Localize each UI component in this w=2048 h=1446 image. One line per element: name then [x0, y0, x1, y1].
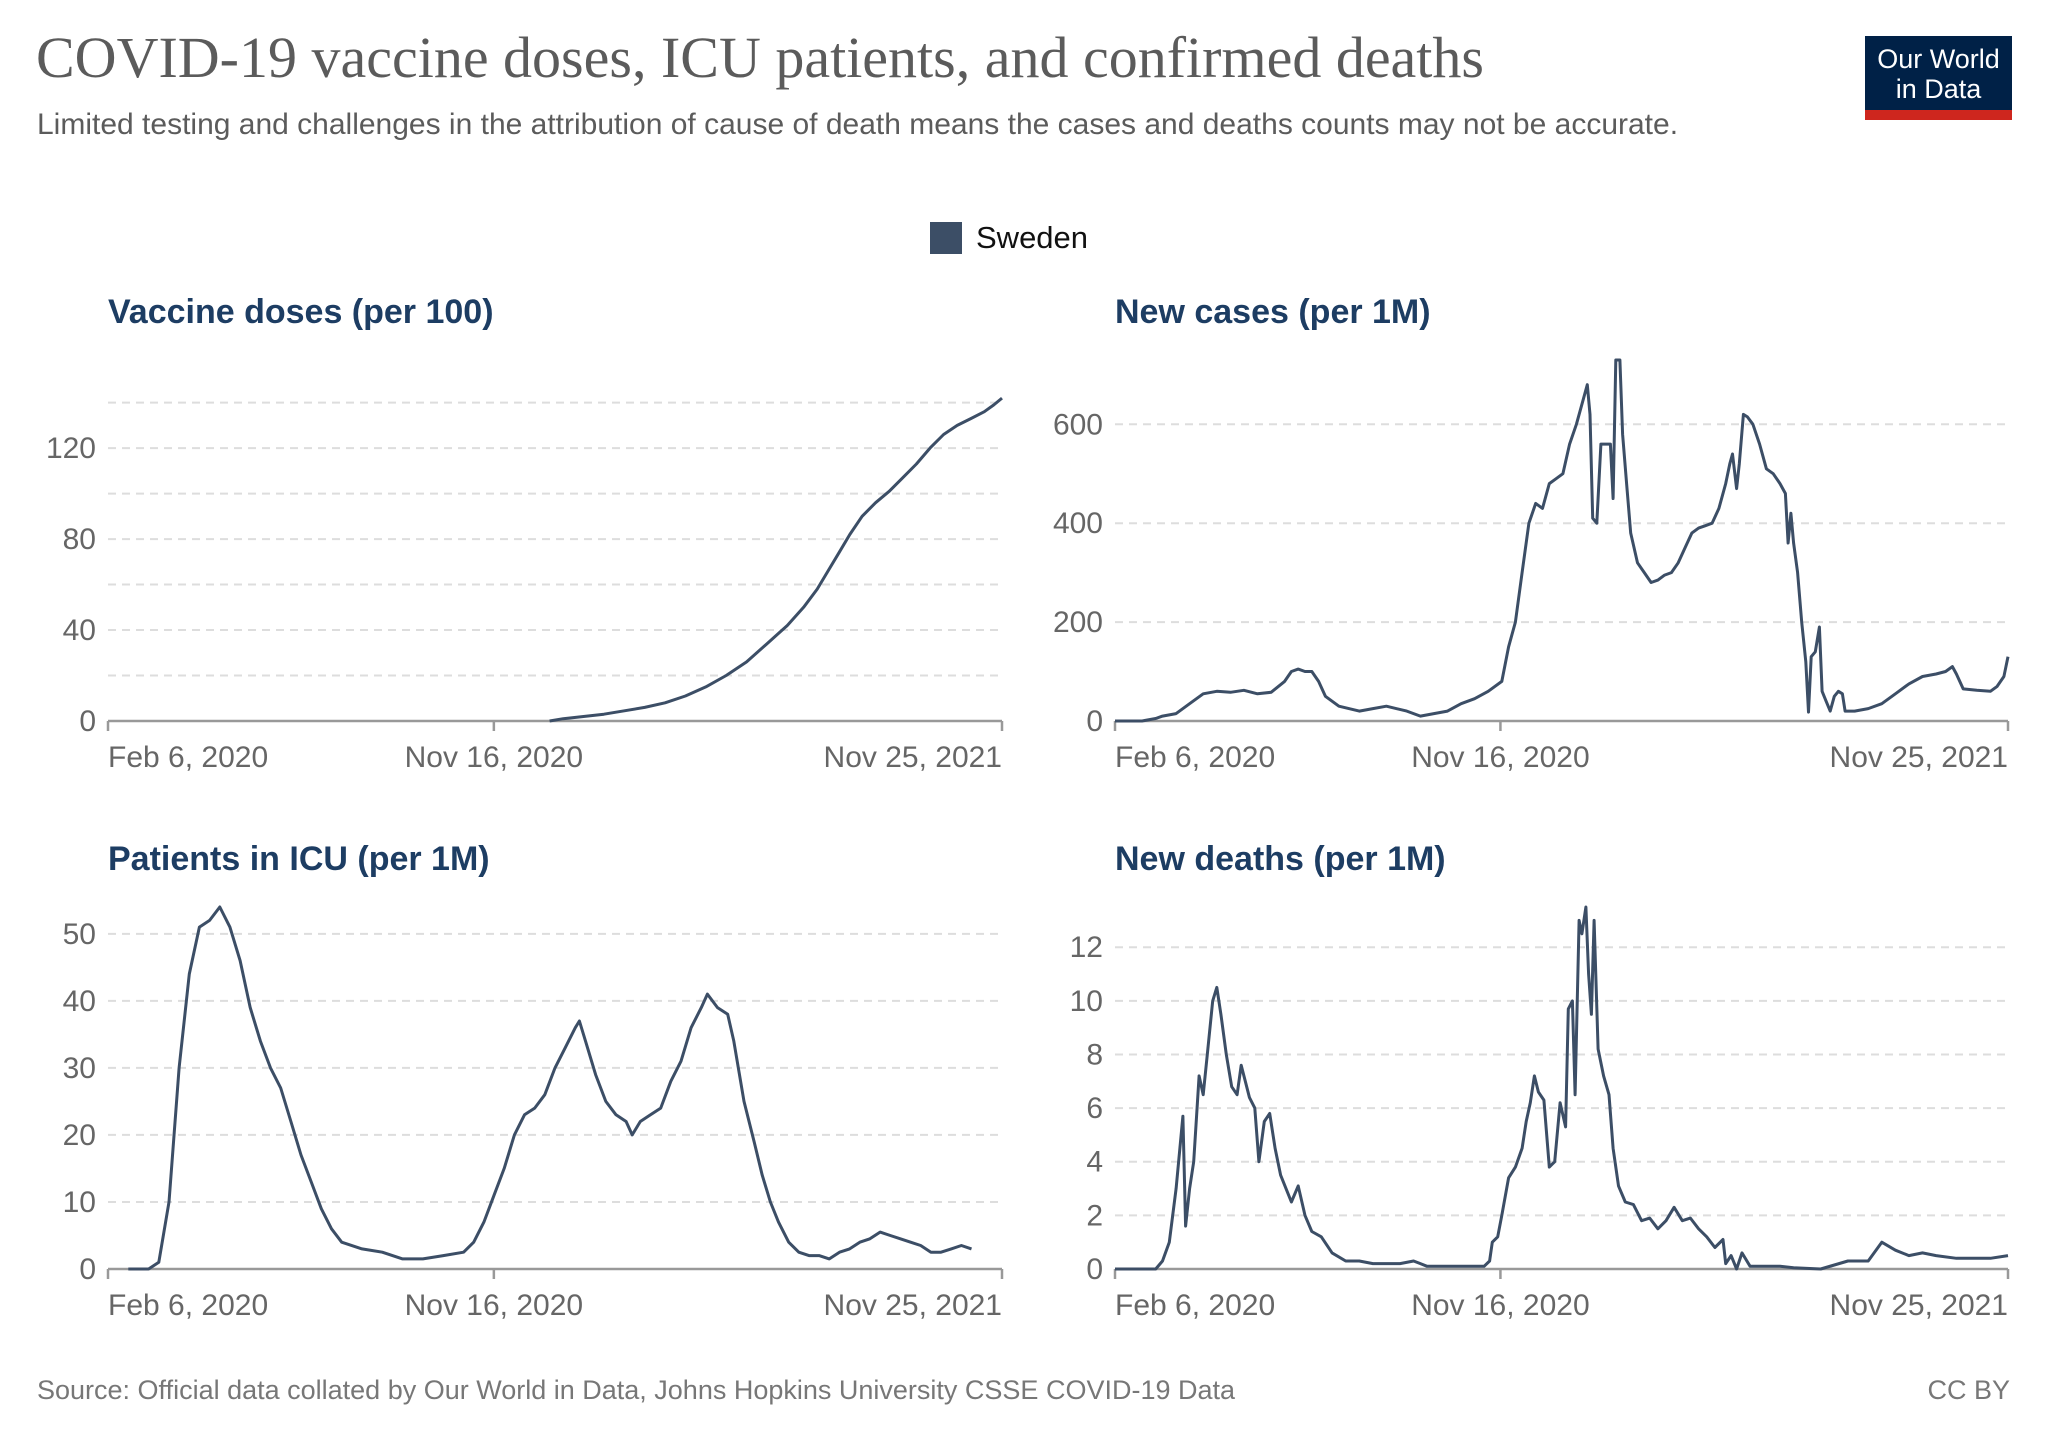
new-deaths-y-tick-label: 8 — [1086, 1038, 1103, 1071]
new-cases-x-tick-label: Feb 6, 2020 — [1115, 741, 1275, 774]
legend-swatch-sweden — [930, 222, 962, 254]
owid-logo[interactable]: Our World in Data — [1865, 36, 2012, 120]
icu-patients-x-tick-label: Feb 6, 2020 — [108, 1289, 268, 1322]
new-deaths-series-sweden — [1115, 905, 2009, 1271]
new-deaths-x-tick-label: Nov 25, 2021 — [1830, 1289, 2008, 1322]
logo-accent-bar — [1865, 110, 2012, 120]
icu-patients-x-tick-label: Nov 25, 2021 — [824, 1289, 1002, 1322]
new-deaths-y-tick-label: 10 — [1070, 985, 1103, 1018]
new-cases-x-tick-label: Nov 25, 2021 — [1830, 741, 2008, 774]
vaccine-doses-x-tick-label: Feb 6, 2020 — [108, 741, 268, 774]
new-deaths-title: New deaths (per 1M) — [1115, 840, 1446, 878]
vaccine-doses-y-tick-label: 40 — [63, 614, 96, 647]
legend-label-sweden[interactable]: Sweden — [976, 220, 1089, 255]
vaccine-doses-y-tick-label: 80 — [63, 523, 96, 556]
chart-subtitle: Limited testing and challenges in the at… — [37, 108, 1679, 141]
icu-patients-y-tick-label: 0 — [79, 1253, 96, 1286]
icu-patients-y-tick-label: 10 — [63, 1186, 96, 1219]
new-deaths-y-tick-label: 4 — [1086, 1146, 1103, 1179]
legend: Sweden — [930, 220, 1088, 256]
new-cases-y-tick-label: 0 — [1086, 705, 1103, 738]
vaccine-doses-y-tick-label: 0 — [79, 705, 96, 738]
chart-title: COVID-19 vaccine doses, ICU patients, an… — [36, 25, 1484, 90]
icu-patients-title: Patients in ICU (per 1M) — [108, 840, 490, 878]
new-cases-series-sweden — [1115, 358, 2010, 723]
new-deaths-y-tick-label: 12 — [1070, 931, 1103, 964]
new-deaths-y-tick-label: 6 — [1086, 1092, 1103, 1125]
new-deaths-y-tick-label: 0 — [1086, 1253, 1103, 1286]
new-cases-y-tick-label: 600 — [1053, 408, 1103, 441]
vaccine-doses-x-tick-label: Nov 16, 2020 — [405, 741, 583, 774]
source-note: Source: Official data collated by Our Wo… — [37, 1375, 1236, 1405]
new-cases-title: New cases (per 1M) — [1115, 293, 1431, 331]
icu-patients-x-tick-label: Nov 16, 2020 — [405, 1289, 583, 1322]
license-label[interactable]: CC BY — [1927, 1375, 2010, 1405]
new-cases-x-tick-label: Nov 16, 2020 — [1411, 741, 1589, 774]
new-cases-y-tick-label: 200 — [1053, 606, 1103, 639]
vaccine-doses-title: Vaccine doses (per 100) — [108, 293, 494, 331]
vaccine-doses-series-sweden — [549, 396, 1003, 723]
new-deaths-x-tick-label: Feb 6, 2020 — [1115, 1289, 1275, 1322]
icu-patients-y-tick-label: 20 — [63, 1119, 96, 1152]
vaccine-doses-y-tick-label: 120 — [46, 432, 96, 465]
vaccine-doses-x-tick-label: Nov 25, 2021 — [824, 741, 1002, 774]
new-deaths-y-tick-label: 2 — [1086, 1199, 1103, 1232]
new-deaths-x-tick-label: Nov 16, 2020 — [1411, 1289, 1589, 1322]
icu-patients-y-tick-label: 30 — [63, 1052, 96, 1085]
icu-patients-series-sweden — [128, 905, 972, 1271]
icu-patients-y-tick-label: 40 — [63, 985, 96, 1018]
new-cases-y-tick-label: 400 — [1053, 507, 1103, 540]
icu-patients-y-tick-label: 50 — [63, 918, 96, 951]
logo-text: Our World in Data — [1877, 44, 2000, 104]
